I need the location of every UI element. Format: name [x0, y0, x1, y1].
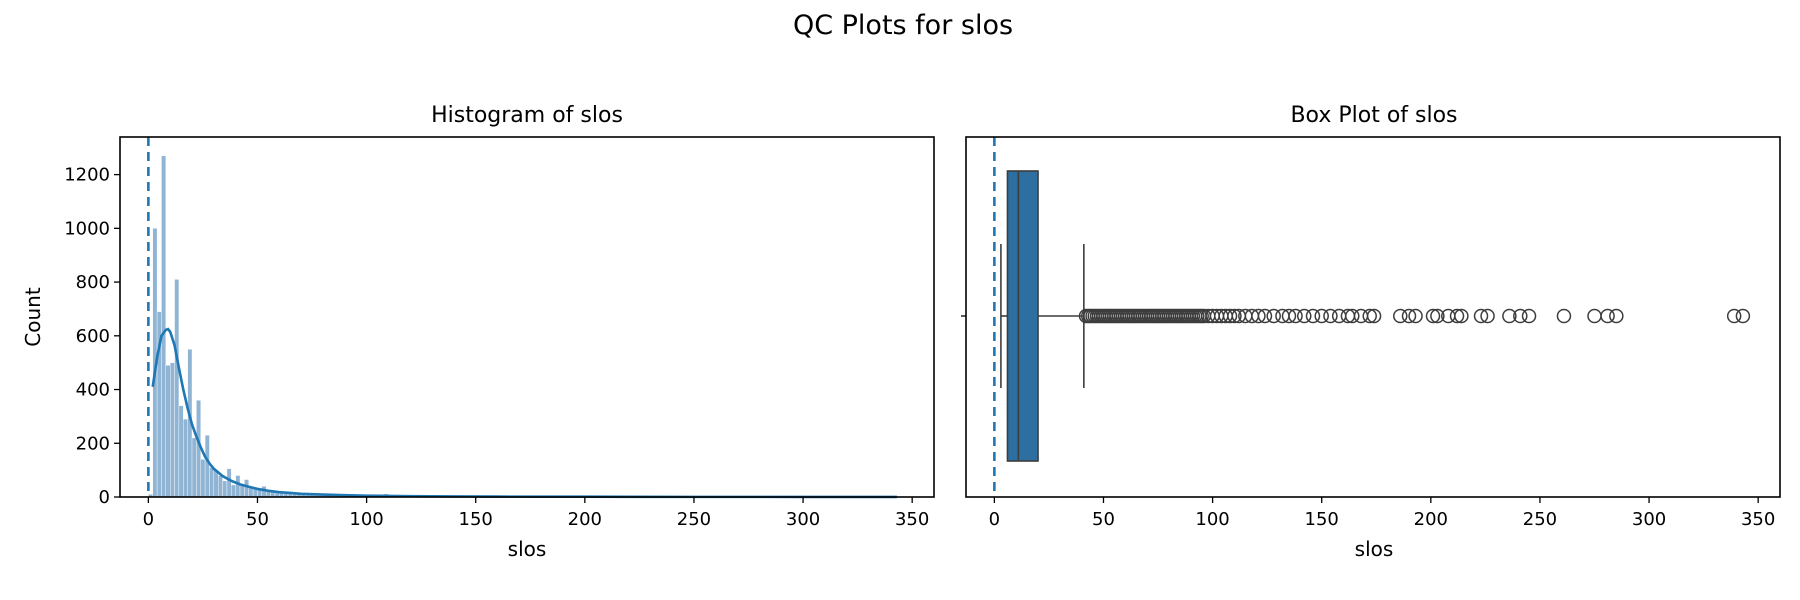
histogram-y-tick-label: 600 — [76, 326, 110, 347]
boxplot-title: Box Plot of slos — [1290, 103, 1457, 128]
outlier-point — [1251, 308, 1266, 324]
boxplot-x-tick-label: 150 — [1305, 509, 1339, 530]
outlier-point — [1521, 308, 1537, 324]
outlier-point — [1266, 308, 1281, 324]
histogram-x-tick-label: 350 — [895, 509, 929, 530]
histogram-bar — [231, 484, 236, 498]
histogram-y-tick-label: 0 — [99, 487, 110, 508]
boxplot-x-label: slos — [1355, 537, 1394, 561]
histogram-x-ticks: 0 50 100 150 200 250 300 350 — [143, 497, 929, 530]
interquartile-box — [1006, 170, 1039, 462]
outlier-point — [1281, 308, 1297, 324]
boxplot-x-tick-label: 300 — [1632, 509, 1666, 530]
outlier-point — [1473, 308, 1489, 324]
histogram-bar — [165, 365, 171, 498]
outlier-point — [1345, 308, 1360, 324]
outlier-point — [1305, 308, 1321, 324]
boxplot-x-tick-label: 200 — [1414, 509, 1448, 530]
outlier-point — [1323, 308, 1338, 324]
outlier-point — [1513, 308, 1528, 324]
histogram-bar — [161, 155, 167, 498]
kde-curve — [151, 327, 897, 499]
histogram-y-ticks: 0 200 400 600 800 1000 1200 — [64, 165, 120, 508]
outlier-point — [1425, 308, 1441, 324]
outlier-point — [1366, 308, 1382, 324]
outlier-point — [1297, 308, 1312, 324]
outlier-point — [1600, 308, 1615, 324]
outlier-point — [1222, 308, 1238, 324]
histogram-bar — [200, 459, 206, 498]
boxplot-x-tick-label: 50 — [1092, 509, 1115, 530]
histogram-title: Histogram of slos — [431, 103, 623, 128]
histogram-bar — [169, 362, 175, 498]
outlier-point — [1480, 308, 1495, 324]
boxplot-x-tick-label: 250 — [1523, 509, 1557, 530]
outlier-point — [1362, 308, 1377, 324]
boxplot-outliers — [1078, 308, 1751, 324]
histogram-panel: Histogram of slos 0 50 100 150 200 250 300 350 … — [21, 103, 935, 561]
histogram-y-tick-label: 800 — [76, 272, 110, 293]
histogram-bar — [191, 437, 197, 498]
histogram-y-tick-label: 200 — [76, 433, 110, 454]
histogram-bar — [257, 490, 263, 498]
histogram-x-tick-label: 250 — [677, 509, 711, 530]
outlier-point — [1401, 308, 1417, 324]
histogram-y-tick-label: 1200 — [64, 165, 110, 186]
outlier-point — [1726, 308, 1742, 324]
boxplot-x-ticks: 0 50 100 150 200 250 300 350 — [989, 497, 1775, 530]
outlier-point — [1227, 308, 1242, 324]
outlier-point — [1314, 308, 1329, 324]
outlier-point — [1502, 308, 1517, 324]
outlier-point — [1288, 308, 1303, 324]
histogram-bars — [148, 155, 900, 498]
histogram-x-tick-label: 200 — [568, 509, 602, 530]
outlier-point — [1257, 308, 1273, 324]
histogram-bar — [183, 418, 188, 498]
histogram-x-tick-label: 150 — [459, 509, 493, 530]
histogram-bar — [226, 468, 232, 498]
histogram-bar — [213, 469, 219, 498]
histogram-x-tick-label: 50 — [246, 509, 269, 530]
boxplot-x-tick-label: 350 — [1741, 509, 1775, 530]
histogram-axes-frame — [119, 136, 935, 498]
outlier-point — [1587, 308, 1602, 324]
histogram-x-tick-label: 300 — [786, 509, 820, 530]
outlier-point — [1735, 308, 1751, 324]
outlier-point — [1430, 308, 1445, 324]
histogram-bar — [222, 480, 228, 498]
boxplot-x-tick-label: 100 — [1195, 509, 1229, 530]
figure-title: QC Plots for slos — [793, 10, 1013, 41]
outlier-point — [1556, 308, 1572, 324]
histogram-y-label: Count — [21, 287, 45, 347]
histogram-bar — [235, 475, 241, 498]
histogram-bar — [178, 405, 184, 498]
outlier-point — [1408, 308, 1423, 324]
histogram-bar — [244, 479, 249, 498]
histogram-bar — [204, 435, 210, 498]
histogram-bar — [218, 475, 223, 498]
outlier-point — [1454, 308, 1469, 324]
histogram-y-tick-label: 400 — [76, 380, 110, 401]
outlier-point — [1393, 308, 1408, 324]
boxplot-axes-frame — [965, 136, 1781, 498]
outlier-point — [1609, 308, 1624, 324]
histogram-bar — [209, 467, 215, 498]
histogram-y-tick-label: 1000 — [64, 218, 110, 239]
histogram-x-tick-label: 0 — [143, 509, 154, 530]
histogram-bar — [174, 279, 180, 498]
outlier-point — [1449, 308, 1465, 324]
histogram-x-tick-label: 100 — [349, 509, 383, 530]
boxplot-x-tick-label: 0 — [989, 509, 1000, 530]
histogram-x-label: slos — [508, 537, 547, 561]
boxplot-panel: Box Plot of slos 0 50 100 150 200 250 300 350 s… — [961, 103, 1781, 561]
